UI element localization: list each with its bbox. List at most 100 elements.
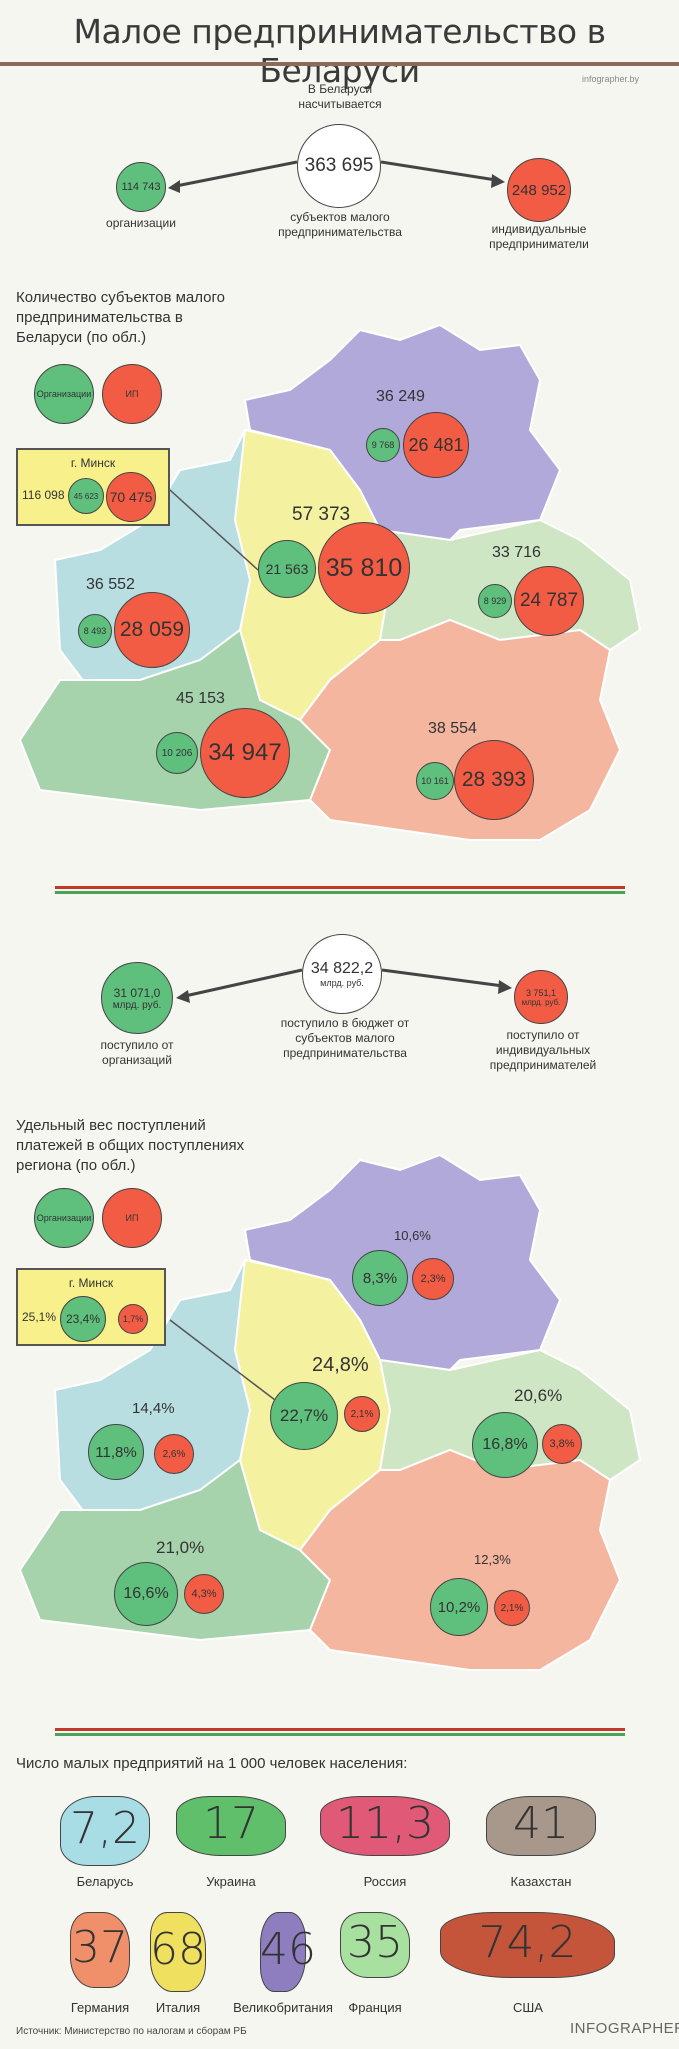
total-circle: 363 695 [297, 124, 381, 208]
mogilev2-org-value: 16,8% [482, 1436, 528, 1453]
site-label: infographer.by [582, 74, 640, 84]
gomel-ip-value: 28 393 [461, 768, 527, 791]
mogilev-org-value: 8 929 [483, 596, 507, 606]
vitebsk2-ip: 2,3% [412, 1258, 454, 1300]
gomel-org: 10 161 [416, 762, 454, 800]
budget-value: 34 822,2 [310, 960, 374, 977]
region-gomel [298, 618, 622, 841]
country-value: 7,2 [70, 1803, 140, 1854]
country-shape [260, 1912, 306, 1992]
gomel-ip: 28 393 [454, 740, 534, 820]
vitebsk2-org-value: 8,3% [362, 1269, 398, 1287]
org-value: 114 743 [121, 181, 161, 193]
budget-ip-circle: 3 751,1 млрд. руб. [514, 970, 568, 1024]
page-title: Малое предпринимательство в Беларуси [73, 12, 606, 90]
budget-caption: поступило в бюджет от субъектов малого п… [280, 1016, 410, 1060]
minsk-total-1: 116 098 [22, 488, 65, 502]
gomel-total: 38 554 [428, 720, 477, 737]
mogilev-ip: 24 787 [514, 566, 584, 636]
budget-unit: млрд. руб. [320, 978, 364, 988]
country-name: Италия [155, 2000, 201, 2015]
brest-ip-value: 34 947 [208, 739, 282, 766]
minsk-obl-org: 21 563 [258, 540, 316, 598]
legend-org-label: Организации [36, 389, 92, 399]
gomel2-ip: 2,1% [494, 1590, 530, 1626]
gomel2-org-value: 10,2% [437, 1598, 481, 1616]
footer-source: Источник: Министерство по налогам и сбор… [16, 2026, 247, 2037]
budget-org-circle: 31 071,0 млрд. руб. [101, 962, 173, 1034]
country-shape [70, 1912, 130, 1988]
country-value: 41 [513, 1798, 569, 1849]
grodno-org: 8 493 [78, 614, 112, 648]
minsk-label-2: г. Минск [68, 1276, 114, 1290]
country-value: 35 [347, 1917, 403, 1968]
minsk-label-1: г. Минск [70, 456, 116, 470]
country-shape [150, 1912, 206, 1992]
brest2-ip-value: 4,3% [191, 1588, 217, 1600]
budget-ip-label: поступило от индивидуальных предпринимат… [489, 1028, 597, 1072]
grodno2-org-value: 11,8% [95, 1443, 137, 1461]
country-shape [440, 1912, 615, 1978]
legend2-ip: ИП [102, 1188, 162, 1248]
legend2-org: Организации [34, 1188, 94, 1248]
minsk-obl2-org: 22,7% [270, 1382, 338, 1450]
ip-circle: 248 952 [507, 158, 571, 222]
minsk-obl2-ip-value: 2,1% [350, 1408, 374, 1420]
legend-org: Организации [34, 364, 94, 424]
org-label: организации [106, 216, 176, 230]
brest2-ip: 4,3% [184, 1574, 224, 1614]
country-shape [320, 1796, 450, 1856]
total-intro: В Беларуси насчитывается [298, 82, 382, 111]
country-name: США [513, 2000, 543, 2015]
org-circle: 114 743 [116, 162, 166, 212]
mogilev-org: 8 929 [478, 584, 512, 618]
minsk-total-2: 25,1% [22, 1310, 57, 1324]
brest-org: 10 206 [156, 732, 198, 774]
gomel-org-value: 10 161 [421, 776, 449, 786]
map2-heading: Удельный вес поступлений платежей в общи… [16, 1117, 245, 1174]
country-value: 37 [72, 1922, 128, 1973]
minsk-obl2-org-value: 22,7% [279, 1406, 329, 1425]
minsk-obl2-ip: 2,1% [344, 1396, 380, 1432]
gomel2-org: 10,2% [430, 1578, 488, 1636]
budget-ip-value: 3 751,1 [525, 987, 557, 998]
vitebsk-ip-value: 26 481 [408, 434, 464, 455]
minsk-org-value-2: 23,4% [65, 1312, 101, 1326]
ip-value: 248 952 [511, 181, 567, 199]
country-value: 17 [203, 1798, 259, 1849]
minsk-org-value-1: 45 623 [73, 491, 99, 501]
total-value: 363 695 [304, 155, 374, 176]
divider-2 [55, 1728, 625, 1736]
country-value: 68 [150, 1924, 206, 1975]
budget-arrows [176, 968, 512, 1003]
country-name: Беларусь [76, 1874, 134, 1889]
brest2-org: 16,6% [114, 1562, 178, 1626]
country-shape [60, 1796, 150, 1866]
footer-brand: INFOGRAPHER.by [570, 2020, 679, 2037]
country-value: 11,3 [336, 1798, 434, 1849]
brest-total: 45 153 [176, 690, 225, 707]
country-name: Казахстан [510, 1874, 572, 1889]
grodno-org-value: 8 493 [83, 626, 107, 636]
country-shape [176, 1796, 286, 1856]
legend-ip: ИП [102, 364, 162, 424]
budget-org-value: 31 071,0 [113, 985, 161, 1000]
grodno2-total: 14,4% [132, 1400, 175, 1417]
mogilev-total: 33 716 [492, 544, 541, 561]
vitebsk2-ip-value: 2,3% [420, 1273, 446, 1285]
gomel2-ip-value: 2,1% [500, 1602, 524, 1614]
grodno2-ip-value: 2,6% [162, 1448, 186, 1460]
minsk-ip-1: 70 475 [106, 472, 156, 522]
legend2-ip-label: ИП [125, 1213, 139, 1223]
country-value: 74,2 [478, 1917, 577, 1968]
minsk-obl-total: 57 373 [292, 504, 351, 525]
country-name: Россия [363, 1874, 407, 1889]
minsk-ip-2: 1,7% [118, 1304, 148, 1334]
mogilev2-total: 20,6% [514, 1386, 563, 1405]
vitebsk-org: 9 768 [366, 428, 400, 462]
grodno-total: 36 552 [86, 576, 135, 593]
vitebsk-total: 36 249 [376, 388, 425, 405]
minsk-org-1: 45 623 [68, 478, 104, 514]
budget-org-label: поступило от организаций [100, 1038, 174, 1067]
total-arrows [168, 160, 505, 193]
